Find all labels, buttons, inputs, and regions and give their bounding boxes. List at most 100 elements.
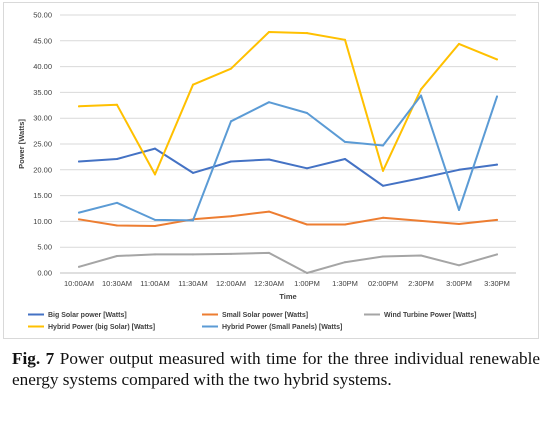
data-point (496, 253, 498, 256)
x-axis-title: Time (279, 292, 296, 301)
data-point (458, 42, 460, 45)
legend-label: Hybrid Power (big Solar) [Watts] (48, 324, 155, 331)
x-tick-label: 10:30AM (102, 279, 132, 288)
data-point (268, 251, 270, 254)
data-point (344, 223, 346, 226)
x-tick-label: 1:30PM (332, 279, 358, 288)
data-point (78, 105, 80, 108)
y-axis-title: Power [Watts] (17, 119, 26, 169)
data-point (78, 211, 80, 214)
data-point (230, 252, 232, 255)
data-point (306, 223, 308, 226)
data-point (344, 38, 346, 41)
data-point (78, 218, 80, 221)
data-point (458, 264, 460, 267)
data-point (192, 219, 194, 222)
data-point (496, 163, 498, 166)
data-point (268, 31, 270, 34)
data-point (154, 147, 156, 150)
data-point (154, 225, 156, 228)
data-point (344, 140, 346, 143)
legend: Big Solar power [Watts] Small Solar power… (28, 312, 477, 331)
data-point (116, 224, 118, 227)
chart-area: 0.00 5.00 10.00 15.00 20.00 25.00 30.00 35.00 40… (3, 2, 539, 339)
x-tick-label: 11:30AM (178, 279, 207, 288)
data-point (192, 253, 194, 256)
data-point (230, 160, 232, 163)
data-point (306, 167, 308, 170)
legend-label: Wind Turbine Power [Watts] (384, 312, 477, 319)
data-point (306, 32, 308, 35)
x-tick-label: 10:00AM (64, 279, 94, 288)
data-point (496, 58, 498, 61)
x-tick-label: 3:30PM (484, 279, 510, 288)
data-point (154, 173, 156, 176)
data-point (420, 94, 422, 97)
data-point (458, 222, 460, 225)
data-point (154, 218, 156, 221)
series-line (78, 210, 498, 227)
data-point (116, 103, 118, 106)
data-point (496, 218, 498, 221)
y-tick-label: 50.00 (33, 11, 52, 20)
data-point (154, 253, 156, 256)
data-point (420, 219, 422, 222)
data-point (382, 144, 384, 147)
data-point (306, 272, 308, 274)
data-point (458, 168, 460, 171)
y-tick-label: 5.00 (37, 243, 52, 252)
data-point (230, 215, 232, 218)
series-line (78, 251, 498, 274)
data-point (306, 112, 308, 115)
line-chart: 0.00 5.00 10.00 15.00 20.00 25.00 30.00 35.00 40… (17, 11, 516, 331)
data-point (230, 67, 232, 70)
series-line (78, 31, 498, 176)
y-tick-label: 30.00 (33, 114, 52, 123)
x-tick-label: 12:30AM (254, 279, 284, 288)
y-tick-label: 0.00 (37, 269, 52, 278)
data-point (192, 83, 194, 86)
data-point (344, 261, 346, 264)
data-point (420, 177, 422, 180)
y-tick-label: 40.00 (33, 62, 52, 71)
data-point (420, 254, 422, 257)
gridlines (60, 14, 516, 274)
figure-caption: Fig. 7 Power output measured with time f… (12, 348, 540, 390)
data-point (344, 157, 346, 160)
data-point (458, 209, 460, 212)
x-tick-label: 11:00AM (140, 279, 169, 288)
data-point (382, 169, 384, 172)
data-point (382, 216, 384, 219)
data-point (496, 95, 498, 98)
data-point (192, 171, 194, 174)
y-tick-label: 20.00 (33, 165, 52, 174)
series-lines (78, 31, 498, 274)
data-point (116, 254, 118, 257)
x-tick-label: 2:30PM (408, 279, 434, 288)
data-point (268, 158, 270, 161)
data-point (382, 184, 384, 187)
data-point (268, 101, 270, 104)
y-tick-label: 15.00 (33, 191, 52, 200)
y-tick-label: 35.00 (33, 88, 52, 97)
data-point (78, 265, 80, 268)
data-point (116, 201, 118, 204)
caption-text: Power output measured with time for the … (12, 349, 540, 389)
data-point (382, 255, 384, 258)
legend-label: Hybrid Power (Small Panels) [Watts] (222, 324, 342, 331)
series-line (78, 147, 498, 187)
y-tick-label: 25.00 (33, 140, 52, 149)
x-tick-label: 3:00PM (446, 279, 472, 288)
data-point (268, 210, 270, 213)
y-axis-ticks: 0.00 5.00 10.00 15.00 20.00 25.00 30.00 35.00 40… (33, 11, 52, 278)
data-point (230, 120, 232, 123)
y-tick-label: 45.00 (33, 36, 52, 45)
x-tick-label: 12:00AM (216, 279, 246, 288)
data-point (78, 160, 80, 163)
data-point (420, 88, 422, 91)
figure-label: Fig. 7 (12, 349, 55, 368)
data-point (116, 157, 118, 160)
series-line (78, 94, 498, 222)
legend-label: Big Solar power [Watts] (48, 312, 127, 319)
